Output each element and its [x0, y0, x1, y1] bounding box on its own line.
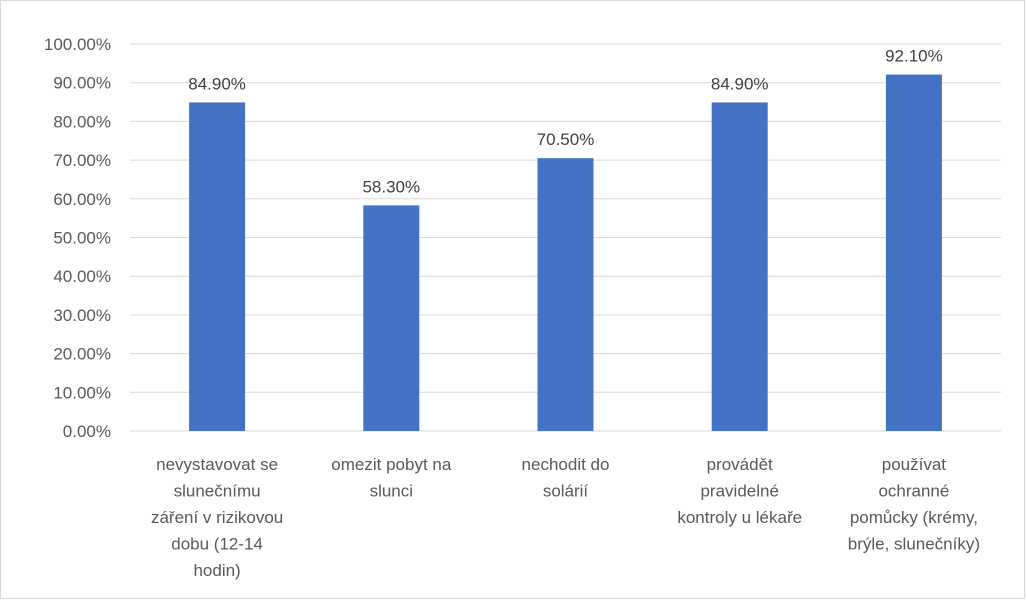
y-tick-label: 40.00%	[53, 267, 111, 286]
bar	[363, 205, 420, 431]
y-tick-label: 100.00%	[44, 35, 111, 54]
data-labels: 84.90% 58.30% 70.50% 84.90% 92.10%	[188, 47, 942, 197]
bar	[189, 102, 246, 431]
x-tick-label: používat ochranné pomůcky (krémy, brýle, sl…	[848, 455, 980, 554]
x-tick-label: nevystavovat se slunečnímu záření v riziko…	[151, 455, 283, 580]
data-label: 84.90%	[188, 74, 246, 93]
y-tick-label: 10.00%	[53, 383, 111, 402]
data-label: 92.10%	[885, 47, 943, 66]
data-label: 84.90%	[711, 74, 769, 93]
bar	[885, 74, 942, 431]
y-tick-label: 0.00%	[63, 422, 111, 441]
y-tick-label: 70.00%	[53, 151, 111, 170]
y-tick-label: 80.00%	[53, 112, 111, 131]
data-label: 70.50%	[537, 130, 595, 149]
data-label: 58.30%	[362, 177, 420, 196]
bar	[537, 158, 594, 432]
y-tick-label: 20.00%	[53, 345, 111, 364]
x-tick-label: omezit pobyt na slunci	[331, 455, 452, 501]
y-axis-ticks: 0.00% 10.00% 20.00% 30.00% 40.00% 50.00% 60.00…	[44, 35, 111, 441]
y-tick-label: 30.00%	[53, 306, 111, 325]
y-tick-label: 50.00%	[53, 229, 111, 248]
x-tick-label: provádět pravidelné kontroly u lékaře	[677, 455, 802, 527]
y-tick-label: 90.00%	[53, 74, 111, 93]
x-axis-labels: nevystavovat se slunečnímu záření v riziko…	[151, 455, 980, 580]
y-tick-label: 60.00%	[53, 190, 111, 209]
x-tick-label: nechodit do solárií	[522, 455, 610, 501]
bar	[711, 102, 768, 431]
bars	[189, 74, 942, 432]
